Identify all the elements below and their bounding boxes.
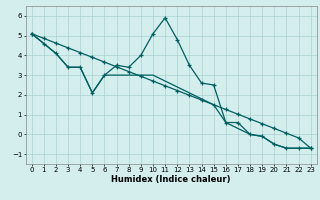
X-axis label: Humidex (Indice chaleur): Humidex (Indice chaleur) (111, 175, 231, 184)
